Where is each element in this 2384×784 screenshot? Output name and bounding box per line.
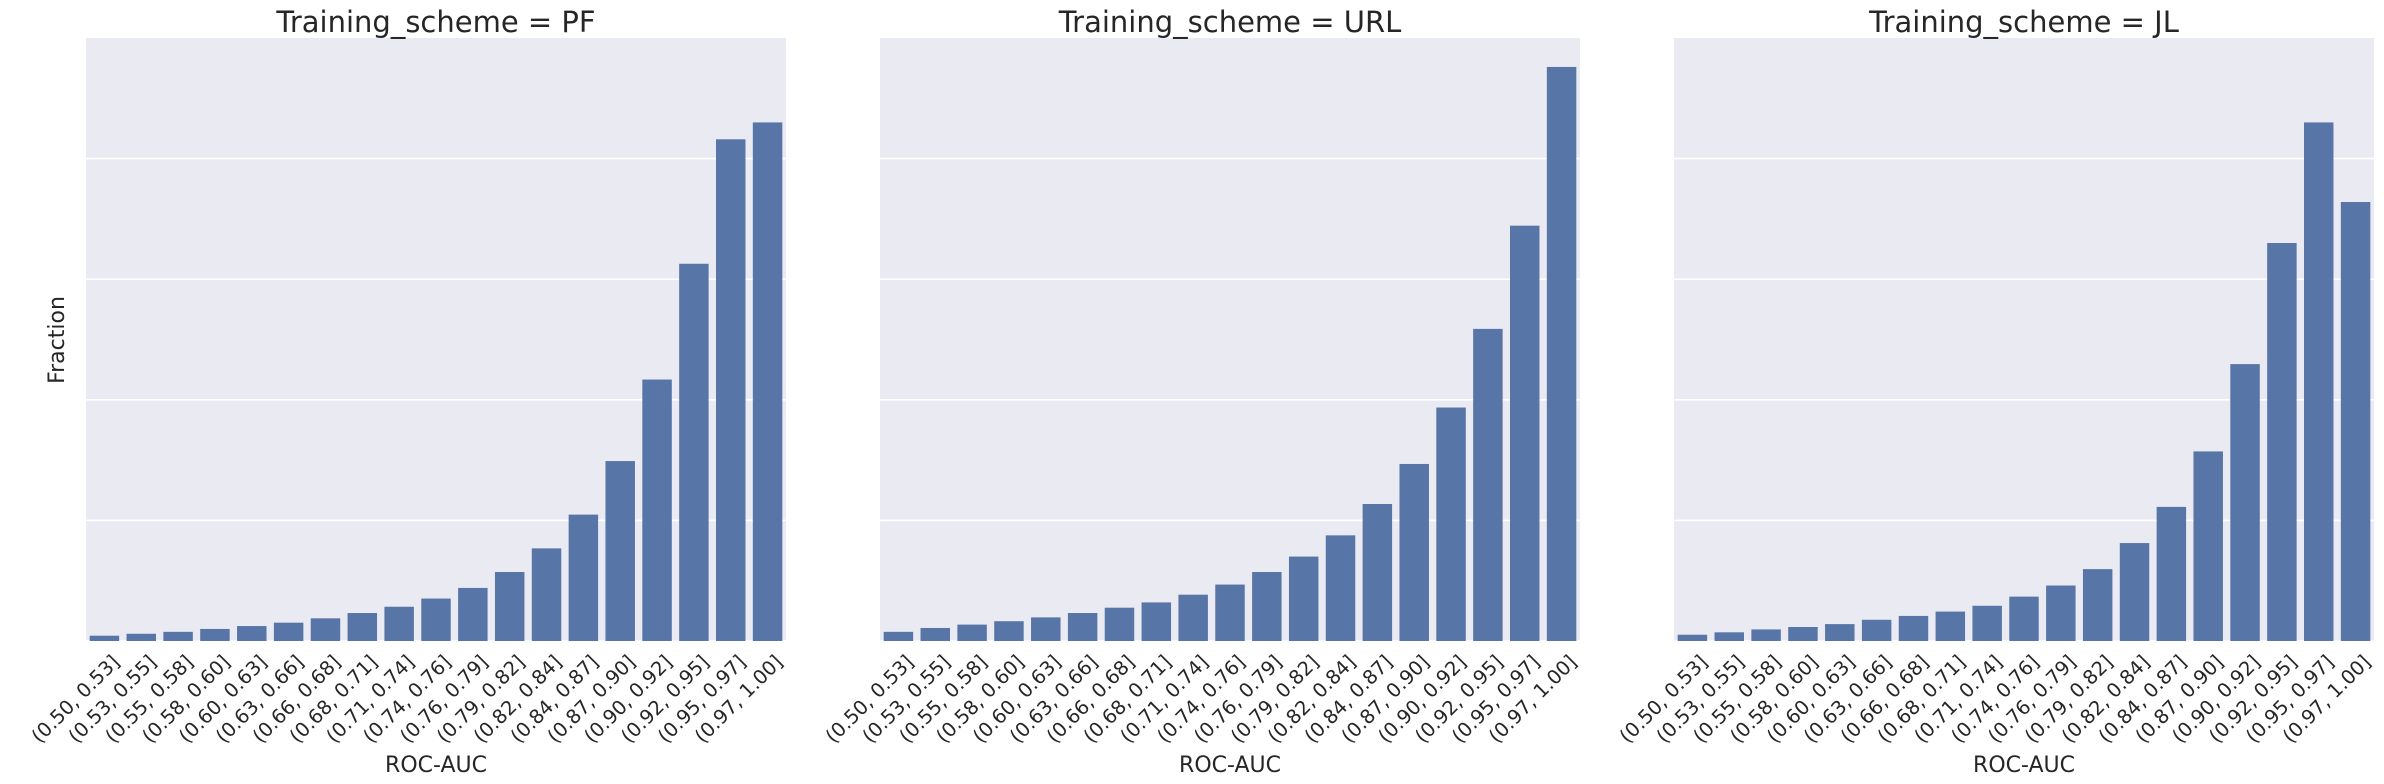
bar [1510,225,1540,641]
facet-panel-jl: (0.50, 0.53](0.53, 0.55](0.55, 0.58](0.5… [1615,5,2375,778]
x-axis-label: ROC-AUC [1973,753,2075,778]
x-tick-labels: (0.50, 0.53](0.53, 0.55](0.55, 0.58](0.5… [27,650,787,747]
facet-title: Training_scheme = URL [1058,5,1402,39]
bar [2304,122,2334,642]
bar [384,606,414,641]
bar [273,622,304,641]
bar [2340,202,2371,642]
bar [1399,463,1429,641]
bar [347,613,378,641]
bar [716,139,746,641]
bar [1215,584,1245,641]
bar [1714,632,1744,641]
bar [1972,605,2002,641]
bar [1104,607,1135,641]
bar [1141,602,1172,641]
bar [1751,629,1781,641]
bar-group [883,66,1577,642]
bar [421,598,451,641]
bar [1067,613,1098,641]
bar [1288,556,1319,641]
facet-panel-pf: (0.50, 0.53](0.53, 0.55](0.55, 0.58](0.5… [27,5,787,778]
bar-group [1677,122,2371,642]
bar-group [89,122,783,642]
bar [2156,506,2187,641]
bar [752,122,783,642]
bar [1473,328,1503,641]
bar [1362,503,1393,641]
y-axis-label: Fraction [45,296,70,384]
facet-panel-url: (0.50, 0.53](0.53, 0.55](0.55, 0.58](0.5… [821,5,1581,778]
bar [200,628,230,641]
bar [458,587,488,641]
bar [883,631,914,641]
bar [2046,585,2076,641]
bar [568,514,599,641]
facet-title: Training_scheme = PF [275,5,595,39]
bar [163,631,193,641]
bar [957,624,987,641]
bar [531,548,562,641]
bar [237,626,267,641]
x-axis-label: ROC-AUC [385,753,487,778]
bar [2082,569,2113,641]
bar [1898,615,1929,641]
bar [126,633,156,641]
bar [1031,617,1061,641]
bar [1546,66,1577,642]
bar [920,627,950,641]
bar [1788,627,1818,641]
bar [1861,619,1892,641]
x-tick-labels: (0.50, 0.53](0.53, 0.55](0.55, 0.58](0.5… [1615,650,2375,747]
bar [2009,596,2039,641]
x-tick-labels: (0.50, 0.53](0.53, 0.55](0.55, 0.58](0.5… [821,650,1581,747]
bar [1252,572,1282,641]
bar [1325,535,1356,641]
bar [605,461,635,641]
bar [642,379,672,641]
bar [2119,543,2150,641]
bar [2267,243,2297,641]
bar [1178,594,1208,641]
bar [1436,407,1466,641]
facet-title: Training_scheme = JL [1868,5,2179,39]
bar [2230,364,2260,641]
bar [89,635,120,641]
bar [679,263,709,641]
bar [494,572,525,641]
bar [1935,611,1966,641]
bar [1677,634,1708,641]
bar [994,621,1024,641]
x-axis-label: ROC-AUC [1179,753,1281,778]
bar [1825,624,1855,641]
bar [2193,451,2223,641]
bar [310,618,341,641]
